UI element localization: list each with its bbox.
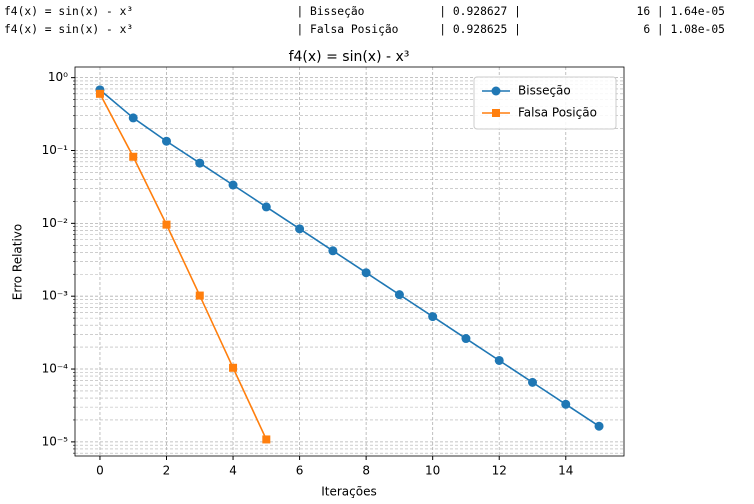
marker xyxy=(295,224,305,234)
y-tick-label: 10⁻² xyxy=(42,216,69,230)
y-tick-label: 10⁻³ xyxy=(42,289,69,303)
marker xyxy=(95,89,104,98)
y-axis-label: Erro Relativo xyxy=(11,224,25,300)
plot-frame xyxy=(74,66,625,457)
marker xyxy=(461,334,471,344)
marker xyxy=(261,202,271,212)
legend-label: Bisseção xyxy=(518,84,571,98)
chart-title: f4(x) = sin(x) - x³ xyxy=(289,49,410,65)
marker xyxy=(162,136,171,146)
x-tick-label: 10 xyxy=(425,464,440,478)
series-line xyxy=(99,93,268,440)
marker xyxy=(129,152,138,161)
x-tick-label: 0 xyxy=(96,464,104,478)
marker xyxy=(262,435,271,444)
x-tick-label: 12 xyxy=(492,464,507,478)
marker xyxy=(228,180,238,190)
x-tick-label: 6 xyxy=(296,464,304,478)
legend-marker xyxy=(491,86,501,96)
legend-marker xyxy=(492,109,500,117)
marker xyxy=(494,355,504,365)
marker xyxy=(162,220,171,229)
marker xyxy=(229,363,238,372)
marker xyxy=(428,312,438,322)
x-tick-label: 4 xyxy=(229,464,237,478)
y-tick-label: 10⁰ xyxy=(48,70,68,84)
series-line xyxy=(99,89,600,427)
legend-label: Falsa Posição xyxy=(518,106,597,120)
y-tick-label: 10⁻⁴ xyxy=(42,362,69,376)
marker xyxy=(195,158,205,168)
y-tick-label: 10⁻⁵ xyxy=(42,434,69,448)
x-tick-label: 14 xyxy=(558,464,573,478)
x-tick-label: 8 xyxy=(362,464,370,478)
y-tick-label: 10⁻¹ xyxy=(42,143,69,157)
marker xyxy=(528,377,537,387)
header-line: f4(x) = sin(x) - x³ | Bisseção | 0.92862… xyxy=(4,5,725,18)
x-axis-label: Iterações xyxy=(321,485,377,499)
marker xyxy=(361,268,371,278)
marker xyxy=(561,399,571,409)
marker xyxy=(128,113,138,123)
marker xyxy=(394,290,404,300)
marker xyxy=(594,421,604,431)
marker xyxy=(328,246,338,256)
marker xyxy=(195,291,204,300)
x-tick-label: 2 xyxy=(163,464,171,478)
legend-box xyxy=(473,76,617,130)
header-line: f4(x) = sin(x) - x³ | Falsa Posição | 0.… xyxy=(4,23,725,36)
